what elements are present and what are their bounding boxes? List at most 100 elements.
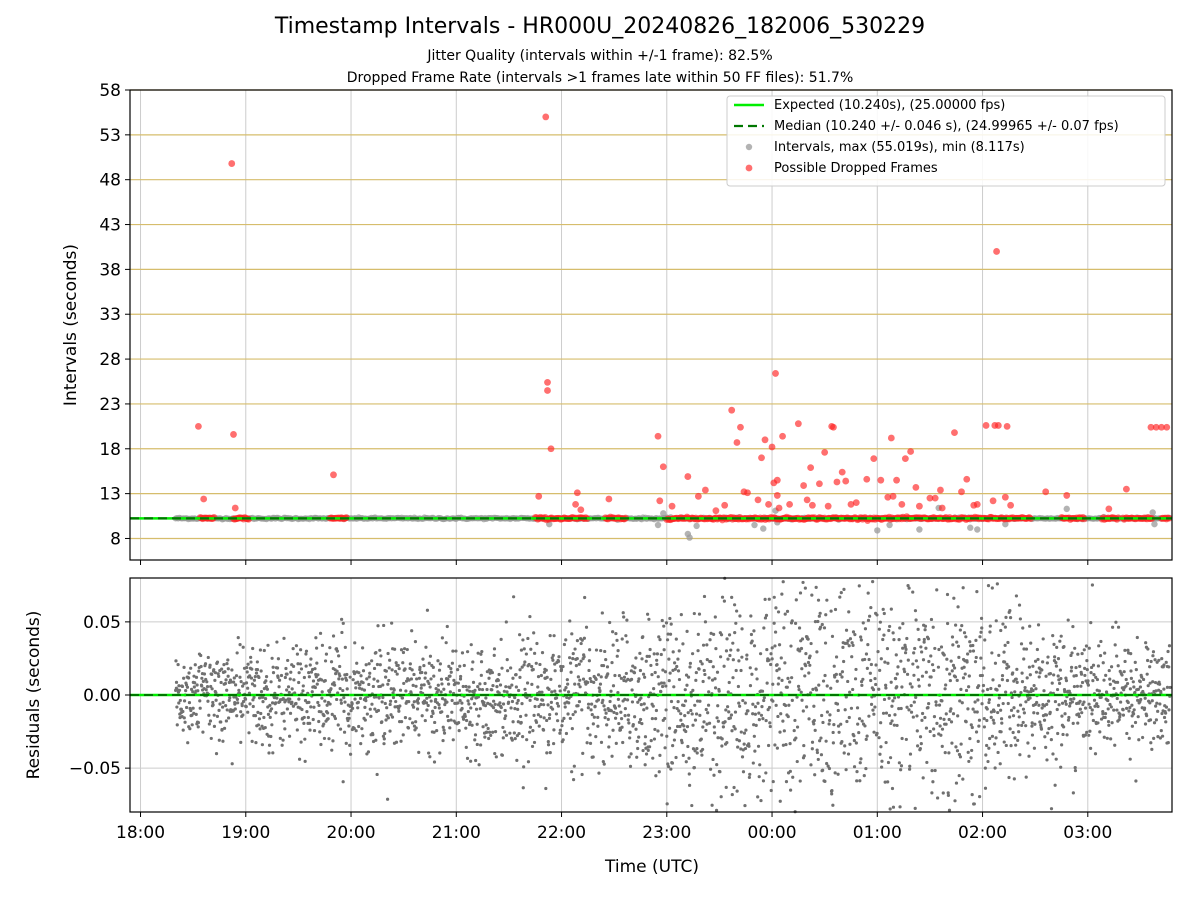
residual-point: [440, 710, 444, 714]
residual-point: [1103, 651, 1107, 655]
residual-point: [577, 662, 581, 666]
residual-point: [877, 687, 881, 691]
residual-point: [656, 729, 660, 733]
residual-point: [825, 710, 830, 714]
residual-point: [179, 707, 183, 711]
residual-point: [1020, 671, 1024, 675]
residual-point: [519, 720, 523, 725]
residual-point: [600, 611, 604, 615]
residual-point: [832, 723, 836, 727]
residual-point: [761, 717, 765, 721]
residual-point: [991, 718, 995, 722]
residual-point: [1162, 687, 1166, 691]
residual-point: [401, 733, 405, 737]
residual-point: [873, 705, 877, 709]
residual-point: [337, 654, 341, 658]
residual-point: [1113, 743, 1117, 747]
residual-point: [256, 710, 260, 714]
residual-point: [730, 729, 734, 733]
residual-point: [404, 679, 409, 683]
residual-point: [824, 613, 828, 617]
residual-point: [1091, 679, 1095, 683]
residual-point: [665, 802, 669, 806]
residual-point: [249, 676, 254, 680]
residual-point: [557, 655, 561, 659]
residual-point: [378, 663, 382, 667]
residual-point: [368, 671, 372, 675]
residual-point: [467, 702, 471, 706]
residual-point: [697, 612, 702, 616]
residual-point: [352, 671, 357, 676]
residual-point: [1057, 681, 1062, 685]
residual-point: [271, 665, 275, 669]
residual-point: [396, 663, 400, 668]
residual-point: [446, 714, 450, 718]
residual-point: [436, 659, 440, 663]
residual-point: [980, 702, 984, 706]
residual-point: [297, 680, 301, 685]
residual-point: [906, 658, 910, 662]
residual-point: [709, 659, 713, 664]
residual-point: [539, 702, 543, 707]
residual-point: [1121, 713, 1126, 717]
residual-point: [821, 679, 826, 683]
residual-point: [728, 716, 733, 720]
residual-point: [1123, 648, 1127, 652]
residual-point: [387, 678, 391, 683]
residual-point: [687, 772, 691, 776]
residual-point: [796, 684, 801, 688]
residual-point: [1015, 667, 1019, 671]
residual-point: [480, 649, 484, 654]
residual-point: [700, 753, 704, 757]
residual-point: [594, 648, 599, 652]
residual-point: [191, 690, 195, 694]
residual-point: [196, 689, 200, 693]
residual-point: [657, 770, 661, 774]
residual-point: [981, 689, 985, 693]
residual-point: [492, 647, 497, 651]
dropped-frame-point: [195, 422, 202, 430]
residual-point: [463, 714, 467, 718]
residual-point: [533, 704, 537, 709]
residual-point: [287, 690, 291, 695]
residual-point: [448, 674, 452, 678]
residual-point: [726, 705, 730, 709]
residual-point: [330, 712, 334, 716]
residual-point: [561, 664, 565, 669]
residual-point: [534, 661, 538, 665]
residual-point: [1032, 711, 1036, 715]
residual-point: [1089, 665, 1094, 670]
residual-point: [510, 683, 514, 687]
dropped-frame-point: [1147, 423, 1155, 431]
residual-point: [817, 614, 821, 618]
residual-point: [498, 701, 502, 705]
residual-point: [1032, 746, 1037, 750]
residual-point: [417, 750, 421, 754]
residual-point: [359, 674, 363, 678]
residual-point: [257, 675, 261, 680]
residual-point: [259, 690, 264, 694]
residual-point: [658, 753, 662, 757]
residual-point: [593, 704, 597, 708]
residual-point: [389, 713, 393, 717]
dropped-frame-point: [768, 443, 776, 451]
residual-point: [1018, 753, 1022, 757]
residual-marks: [130, 576, 1172, 814]
residual-point: [473, 688, 477, 692]
residual-point: [411, 683, 415, 688]
residual-point: [1035, 711, 1040, 715]
residual-point: [364, 699, 368, 703]
residual-point: [954, 745, 958, 749]
residual-point: [666, 762, 670, 766]
residual-point: [469, 643, 473, 647]
residual-point: [223, 681, 228, 686]
residual-point: [524, 713, 528, 717]
residual-point: [1019, 690, 1023, 695]
residual-point: [290, 700, 294, 704]
residual-point: [347, 716, 351, 720]
residual-point: [782, 626, 786, 630]
residual-point: [1080, 711, 1084, 715]
residual-point: [993, 661, 998, 665]
residual-point: [370, 659, 374, 663]
residual-point: [422, 663, 426, 668]
